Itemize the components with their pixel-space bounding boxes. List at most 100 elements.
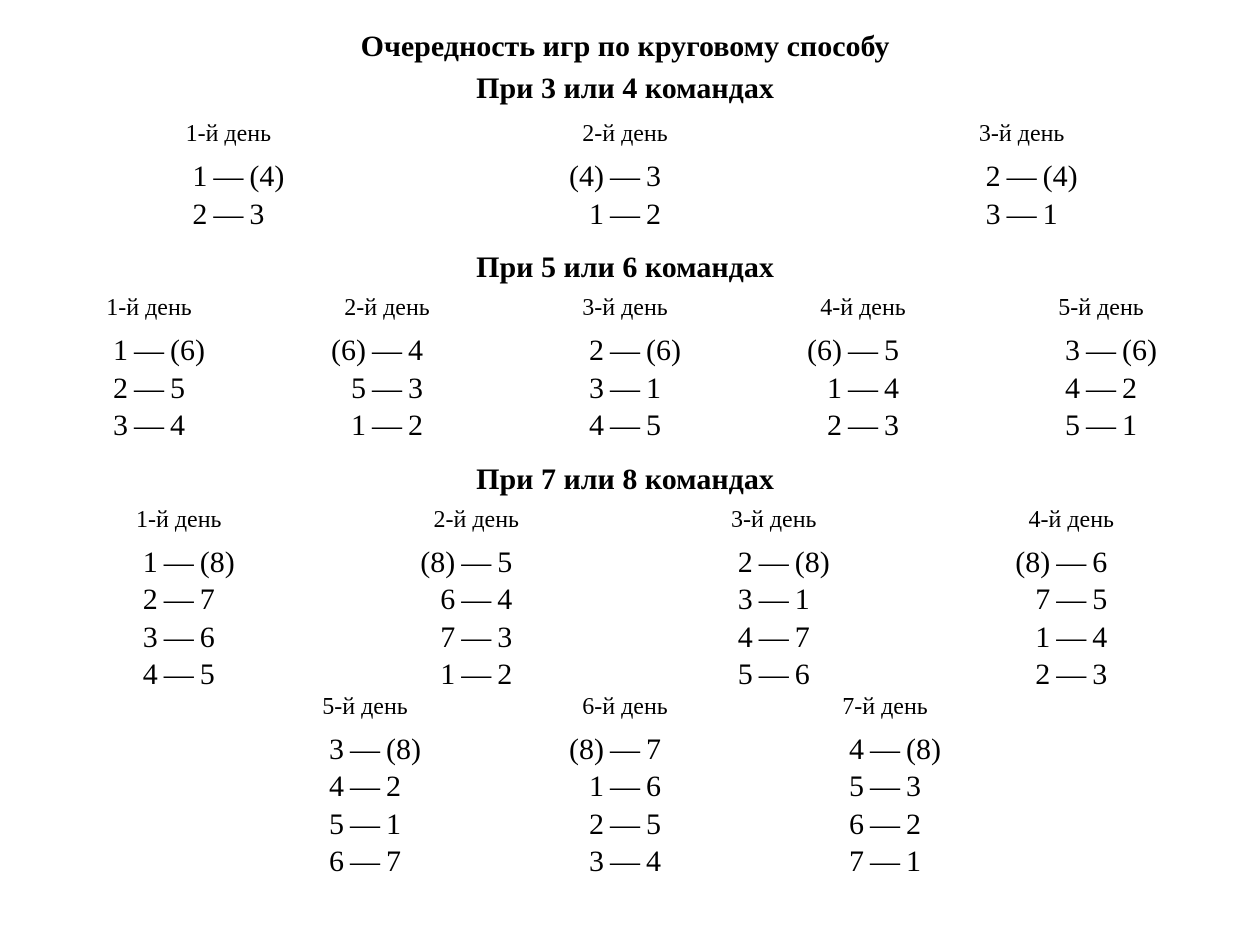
pair-right: 4	[1092, 619, 1146, 657]
dash-icon: —	[870, 806, 900, 844]
dash-icon: —	[372, 370, 402, 408]
match-pair: 1—2	[312, 407, 462, 445]
main-title: Очередность игр по круговому способу	[30, 28, 1220, 66]
pair-right: 2	[906, 806, 960, 844]
match-pair: 7—5	[996, 581, 1146, 619]
dash-icon: —	[1056, 544, 1086, 582]
dash-icon: —	[759, 581, 789, 619]
day-label: 3-й день	[731, 507, 817, 534]
sub-title: При 3 или 4 командах	[30, 70, 1220, 108]
pair-left: 7	[810, 843, 864, 881]
pair-left: 1	[401, 656, 455, 694]
dash-icon: —	[461, 581, 491, 619]
day-label: 2-й день	[344, 295, 430, 322]
pair-list: 3—(8)4—25—16—7	[290, 731, 440, 881]
pair-right: 1	[646, 370, 700, 408]
pair-left: 2	[550, 332, 604, 370]
pair-right: 4	[646, 843, 700, 881]
match-pair: 2—(8)	[699, 544, 849, 582]
dash-icon: —	[610, 407, 640, 445]
dash-icon: —	[461, 619, 491, 657]
pair-left: 3	[104, 619, 158, 657]
schedule-row: 5-й день3—(8)4—25—16—76-й день(8)—71—62—…	[30, 694, 1220, 881]
match-pair: 2—5	[550, 806, 700, 844]
sections-container: 1-й день1—(4)2—32-й день(4)—31—23-й день…	[30, 121, 1220, 881]
pair-left: (4)	[550, 158, 604, 196]
dash-icon: —	[164, 656, 194, 694]
dash-icon: —	[1056, 656, 1086, 694]
match-pair: 6—7	[290, 843, 440, 881]
pair-right: (8)	[906, 731, 960, 769]
pair-left: 2	[104, 581, 158, 619]
pair-right: 6	[646, 768, 700, 806]
pair-list: (6)—4 5—31—2	[312, 332, 462, 445]
dash-icon: —	[1086, 407, 1116, 445]
pair-right: 5	[646, 806, 700, 844]
pair-list: 3—(6)4—25—1	[1026, 332, 1176, 445]
schedule-row: 1-й день1—(8)2—73—64—52-й день(8)—56—47—…	[30, 507, 1220, 694]
dash-icon: —	[134, 332, 164, 370]
match-pair: 2—(6)	[550, 332, 700, 370]
dash-icon: —	[848, 407, 878, 445]
pair-right: 4	[408, 332, 462, 370]
pair-left: (6)	[312, 332, 366, 370]
dash-icon: —	[610, 843, 640, 881]
pair-left: 2	[550, 806, 604, 844]
pair-list: 2—(8)3—14—75—6	[699, 544, 849, 694]
dash-icon: —	[164, 581, 194, 619]
day-label: 4-й день	[820, 295, 906, 322]
pair-right: (8)	[200, 544, 254, 582]
pair-right: (6)	[170, 332, 224, 370]
match-pair: 2—3	[996, 656, 1146, 694]
pair-right: 3	[408, 370, 462, 408]
dash-icon: —	[461, 544, 491, 582]
pair-right: 3	[497, 619, 551, 657]
pair-right: (4)	[1043, 158, 1097, 196]
match-pair: 7—1	[810, 843, 960, 881]
dash-icon: —	[848, 332, 878, 370]
dash-icon: —	[870, 768, 900, 806]
pair-list: 1—(8)2—73—64—5	[104, 544, 254, 694]
day-label: 5-й день	[1058, 295, 1144, 322]
match-pair: 6—2	[810, 806, 960, 844]
match-pair: 3—(8)	[290, 731, 440, 769]
pair-left: 1	[74, 332, 128, 370]
match-pair: 1—2	[550, 196, 700, 234]
dash-icon: —	[1056, 581, 1086, 619]
section-heading: При 7 или 8 командах	[30, 463, 1220, 497]
pair-list: (8)—56—47—31—2	[401, 544, 551, 694]
pair-right: (4)	[249, 158, 303, 196]
pair-left: 5	[810, 768, 864, 806]
match-pair: 1—(6)	[74, 332, 224, 370]
pair-right: (8)	[386, 731, 440, 769]
pair-left: 5	[312, 370, 366, 408]
pair-right: 1	[906, 843, 960, 881]
schedule-row: 1-й день1—(4)2—32-й день(4)—31—23-й день…	[30, 121, 1220, 233]
match-pair: (8)—6	[996, 544, 1146, 582]
dash-icon: —	[372, 332, 402, 370]
pair-left: 2	[996, 656, 1050, 694]
dash-icon: —	[1007, 158, 1037, 196]
pair-left: 2	[699, 544, 753, 582]
dash-icon: —	[134, 370, 164, 408]
day-column: 2-й день (6)—4 5—31—2	[312, 295, 462, 445]
dash-icon: —	[610, 806, 640, 844]
match-pair: 5—6	[699, 656, 849, 694]
day-label: 5-й день	[322, 694, 408, 721]
match-pair: 2—3	[153, 196, 303, 234]
dash-icon: —	[610, 731, 640, 769]
match-pair: 3—1	[550, 370, 700, 408]
pair-left: 1	[104, 544, 158, 582]
day-column: 2-й день(4)—31—2	[550, 121, 700, 233]
pair-left: 1	[153, 158, 207, 196]
pair-left: 4	[1026, 370, 1080, 408]
dash-icon: —	[1056, 619, 1086, 657]
pair-left: 5	[290, 806, 344, 844]
pair-left: 1	[550, 196, 604, 234]
pair-left: 3	[550, 843, 604, 881]
pair-right: 3	[884, 407, 938, 445]
day-label: 2-й день	[434, 507, 520, 534]
dash-icon: —	[213, 158, 243, 196]
day-column: 5-й день 3—(6)4—25—1	[1026, 295, 1176, 445]
pair-left: 5	[699, 656, 753, 694]
